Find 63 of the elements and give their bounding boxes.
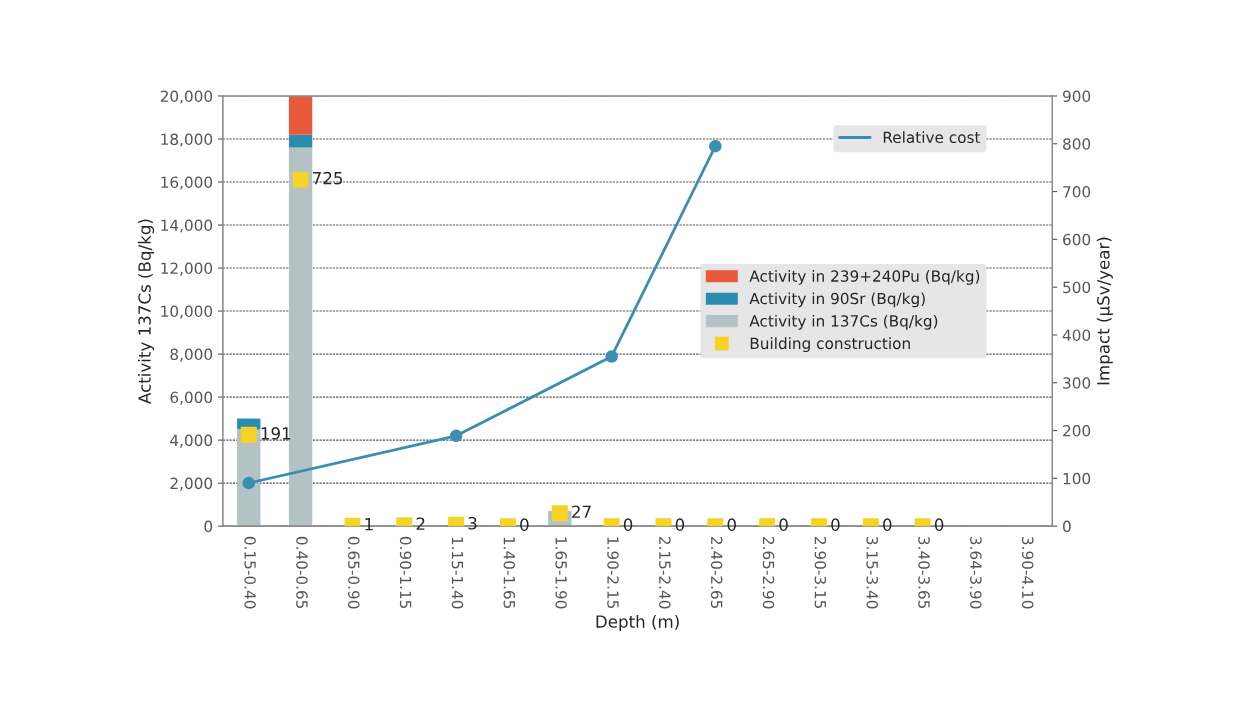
y2-tick-label: 100 [1063,472,1091,485]
y2-tick-label: 300 [1063,377,1091,389]
y2-tick-label: 800 [1063,138,1091,150]
data-label: 0 [675,518,685,531]
data-label: 3 [468,516,477,530]
x-tick-label: 3.40-3.65 [918,537,930,609]
y-tick-label: 16,000 [161,176,213,190]
y-tick-label: 14,000 [161,219,213,233]
y-tick-label: 4,000 [170,434,213,448]
x-tick-label: 3.64-3.90 [970,537,982,609]
data-label: 0 [883,518,892,531]
x-tick-label: 0.40-0.65 [296,536,308,609]
y2-tick-label: 400 [1062,329,1091,341]
x-tick-label: 0.90-1.15 [399,536,412,609]
data-label: 0 [520,518,529,531]
legend-label: Activity in 90Sr (Bq/kg) [749,292,925,308]
y-tick-label: 2,000 [170,477,213,491]
y2-tick-label: 200 [1063,425,1091,437]
data-label: 0 [727,518,736,531]
y-tick-label: 8,000 [170,348,213,362]
x-tick-label: 2.65-2.90 [762,536,775,609]
y-axis-title: Activity 137Cs (Bq/kg) [137,219,155,404]
y2-tick-label: 500 [1063,281,1091,294]
data-label: 27 [572,505,591,518]
x-tick-label: 2.40-2.65 [710,536,723,609]
x-tick-label: 1.90-2.15 [607,537,619,609]
y-tick-label: 0 [204,520,213,533]
y-tick-label: 20,000 [160,90,213,104]
x-tick-label: 3.15-3.40 [866,537,878,609]
data-label: 725 [313,171,343,185]
data-label: 1 [365,518,373,531]
y2-axis-title: Impact (µSv/year) [1096,237,1113,385]
y-tick-label: 12,000 [161,262,213,276]
x-tick-label: 1.65-1.90 [555,537,567,609]
y-tick-label: 6,000 [170,391,213,405]
x-tick-label: 2.15-2.40 [659,536,671,609]
y2-tick-label: 0 [1063,520,1071,533]
x-tick-label: 3.90-4.10 [1021,537,1034,609]
data-label: 0 [831,518,840,531]
x-tick-label: 1.40-1.65 [503,537,516,609]
x-tick-label: 1.15-1.40 [451,537,464,609]
data-label: 191 [261,427,291,440]
data-label: 0 [934,518,944,531]
bar [288,147,313,527]
x-axis-title: Depth (m) [596,614,679,632]
x-tick-label: 0.65-0.90 [348,536,360,609]
y-tick-label: 10,000 [161,305,213,319]
legend-label: Activity in 239+240Pu (Bq/kg) [749,270,980,285]
y2-tick-label: 700 [1063,186,1091,198]
x-tick-label: 0.15-0.40 [244,536,256,609]
point [292,171,309,188]
legend-label: Building construction [750,337,910,353]
x-tick-label: 2.90-3.15 [814,536,827,609]
legend-label: Relative cost [883,131,981,144]
bar [288,95,313,135]
legend-label: Activity in 137Cs (Bq/kg) [749,314,938,330]
bar [288,134,313,148]
y-tick-label: 18,000 [161,133,213,147]
data-label: 0 [779,518,788,531]
data-label: 2 [416,517,425,530]
data-label: 0 [623,518,633,531]
y2-tick-label: 600 [1063,233,1091,246]
y2-tick-label: 900 [1062,90,1091,103]
